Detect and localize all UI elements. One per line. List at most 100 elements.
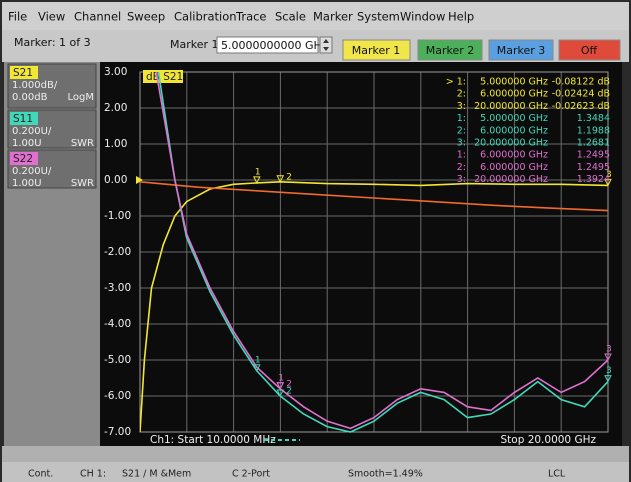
marker-row-value: -0.02623 dB	[552, 101, 610, 112]
menu-item[interactable]: Help	[448, 10, 474, 24]
menu-item[interactable]: Trace	[235, 10, 267, 24]
marker-flag	[276, 389, 285, 398]
marker-number: 1	[278, 373, 284, 383]
marker-row-label: 3:	[457, 101, 466, 112]
off-button[interactable]	[558, 39, 621, 61]
trace-label: dB S21	[146, 71, 183, 83]
marker-row-freq: 6.000000 GHz	[480, 89, 548, 100]
menu-bar	[2, 2, 629, 30]
status-item: CH 1:	[80, 469, 106, 480]
marker2-button[interactable]	[417, 39, 483, 61]
menu-item[interactable]: Channel	[74, 10, 121, 24]
menu-item[interactable]: Scale	[275, 10, 306, 24]
menu-item[interactable]: Calibration	[174, 10, 237, 24]
trace-format: LogM	[68, 92, 95, 103]
marker-row-value: 1.3484	[577, 113, 610, 124]
marker-row-label: 1:	[457, 113, 466, 124]
marker3-button[interactable]	[488, 39, 554, 61]
trace-format: SWR	[71, 178, 94, 189]
marker-row-value: 1.2495	[577, 150, 610, 161]
marker-row-freq: 20.000000 GHz	[474, 174, 548, 185]
marker-number: 3	[606, 345, 612, 355]
marker-flag	[604, 178, 612, 187]
marker-row-value: 1.1988	[577, 125, 610, 136]
marker-number: 1	[255, 355, 261, 365]
stop-label: Stop 20.0000 GHz	[500, 434, 596, 446]
status-bar	[2, 462, 629, 482]
y-tick-label: -4.00	[104, 318, 131, 330]
marker-row-label: 2:	[457, 125, 466, 136]
trace-line	[157, 71, 609, 433]
marker-number: 2	[286, 387, 292, 397]
marker-input[interactable]	[216, 36, 319, 54]
marker-row-label: > 1:	[446, 77, 466, 88]
y-tick-label: 2.00	[104, 102, 127, 114]
marker-flag	[253, 176, 261, 184]
spinner-arrows	[323, 39, 329, 51]
button-label: Off	[581, 44, 598, 57]
marker-number: 2	[286, 379, 292, 389]
y-tick-label: -1.00	[104, 210, 131, 222]
status-strip	[2, 446, 629, 462]
button-label: Marker 2	[426, 44, 475, 57]
start-label: Ch1: Start 10.0000 MHz	[150, 434, 276, 446]
reference-arrow	[136, 176, 143, 184]
menu-item[interactable]: System	[357, 10, 400, 24]
y-tick-label: -6.00	[104, 390, 131, 402]
marker-flag	[276, 382, 285, 390]
menu-item[interactable]: View	[38, 10, 65, 24]
trace-line	[155, 71, 609, 430]
marker-flag	[604, 353, 612, 362]
marker1-button[interactable]	[342, 39, 411, 61]
trace-ref: 1.00U	[12, 138, 42, 149]
marker-value: 5.0000000000 GHz	[221, 39, 328, 52]
marker-flag	[276, 175, 285, 183]
menu-item[interactable]: Marker	[313, 10, 353, 24]
marker-row-value: -0.02424 dB	[552, 89, 610, 100]
marker-number: 1	[255, 167, 261, 177]
menu-item[interactable]: Window	[400, 10, 445, 24]
marker-row-freq: 5.000000 GHz	[480, 113, 548, 124]
marker-status: Marker: 1 of 3	[14, 36, 91, 49]
button-label: Marker 3	[497, 44, 546, 57]
marker-row-label: 2:	[457, 162, 466, 173]
trace-tag	[10, 66, 38, 79]
marker-row-label: 2:	[457, 89, 466, 100]
button-label: Marker 1	[352, 44, 401, 57]
marker-number: 3	[606, 366, 612, 376]
status-item: S21 / M &Mem	[122, 469, 191, 480]
marker-row-freq: 6.000000 GHz	[480, 162, 548, 173]
traces	[140, 71, 609, 433]
trace-ref: 0.00dB	[12, 92, 48, 103]
trace-scale: 0.200U/	[12, 126, 52, 137]
marker-row-freq: 20.000000 GHz	[474, 138, 548, 149]
marker-row-value: 1.2681	[577, 138, 610, 149]
marker-row-label: 1:	[457, 150, 466, 161]
y-tick-label: 3.00	[104, 66, 127, 78]
marker-row-label: 3:	[457, 174, 466, 185]
marker-flag	[253, 364, 261, 372]
marker-row-freq: 20.000000 GHz	[474, 101, 548, 112]
y-tick-label: -3.00	[104, 282, 131, 294]
y-tick-label: -7.00	[104, 426, 131, 438]
marker-number: 2	[286, 172, 292, 182]
trace-label-bg	[143, 70, 183, 83]
menu-item[interactable]: File	[8, 10, 27, 24]
trace-ref: 1.00U	[12, 178, 42, 189]
status-item: C 2-Port	[232, 469, 270, 480]
menu-item[interactable]: Sweep	[127, 10, 165, 24]
status-item: LCL	[548, 469, 566, 480]
trace-scale: 1.000dB/	[12, 80, 58, 91]
status-item: Smooth=1.49%	[348, 469, 423, 480]
trace-name: S21	[13, 67, 33, 79]
trace-name: S22	[13, 153, 33, 165]
y-tick-label: 0.00	[104, 174, 127, 186]
y-tick-label: -5.00	[104, 354, 131, 366]
spinner[interactable]	[319, 36, 333, 54]
plot-border	[139, 71, 609, 433]
marker-row-freq: 6.000000 GHz	[480, 125, 548, 136]
marker-row-value: 1.3924	[577, 174, 610, 185]
marker-flag	[604, 375, 612, 383]
marker-row-freq: 6.000000 GHz	[480, 150, 548, 161]
